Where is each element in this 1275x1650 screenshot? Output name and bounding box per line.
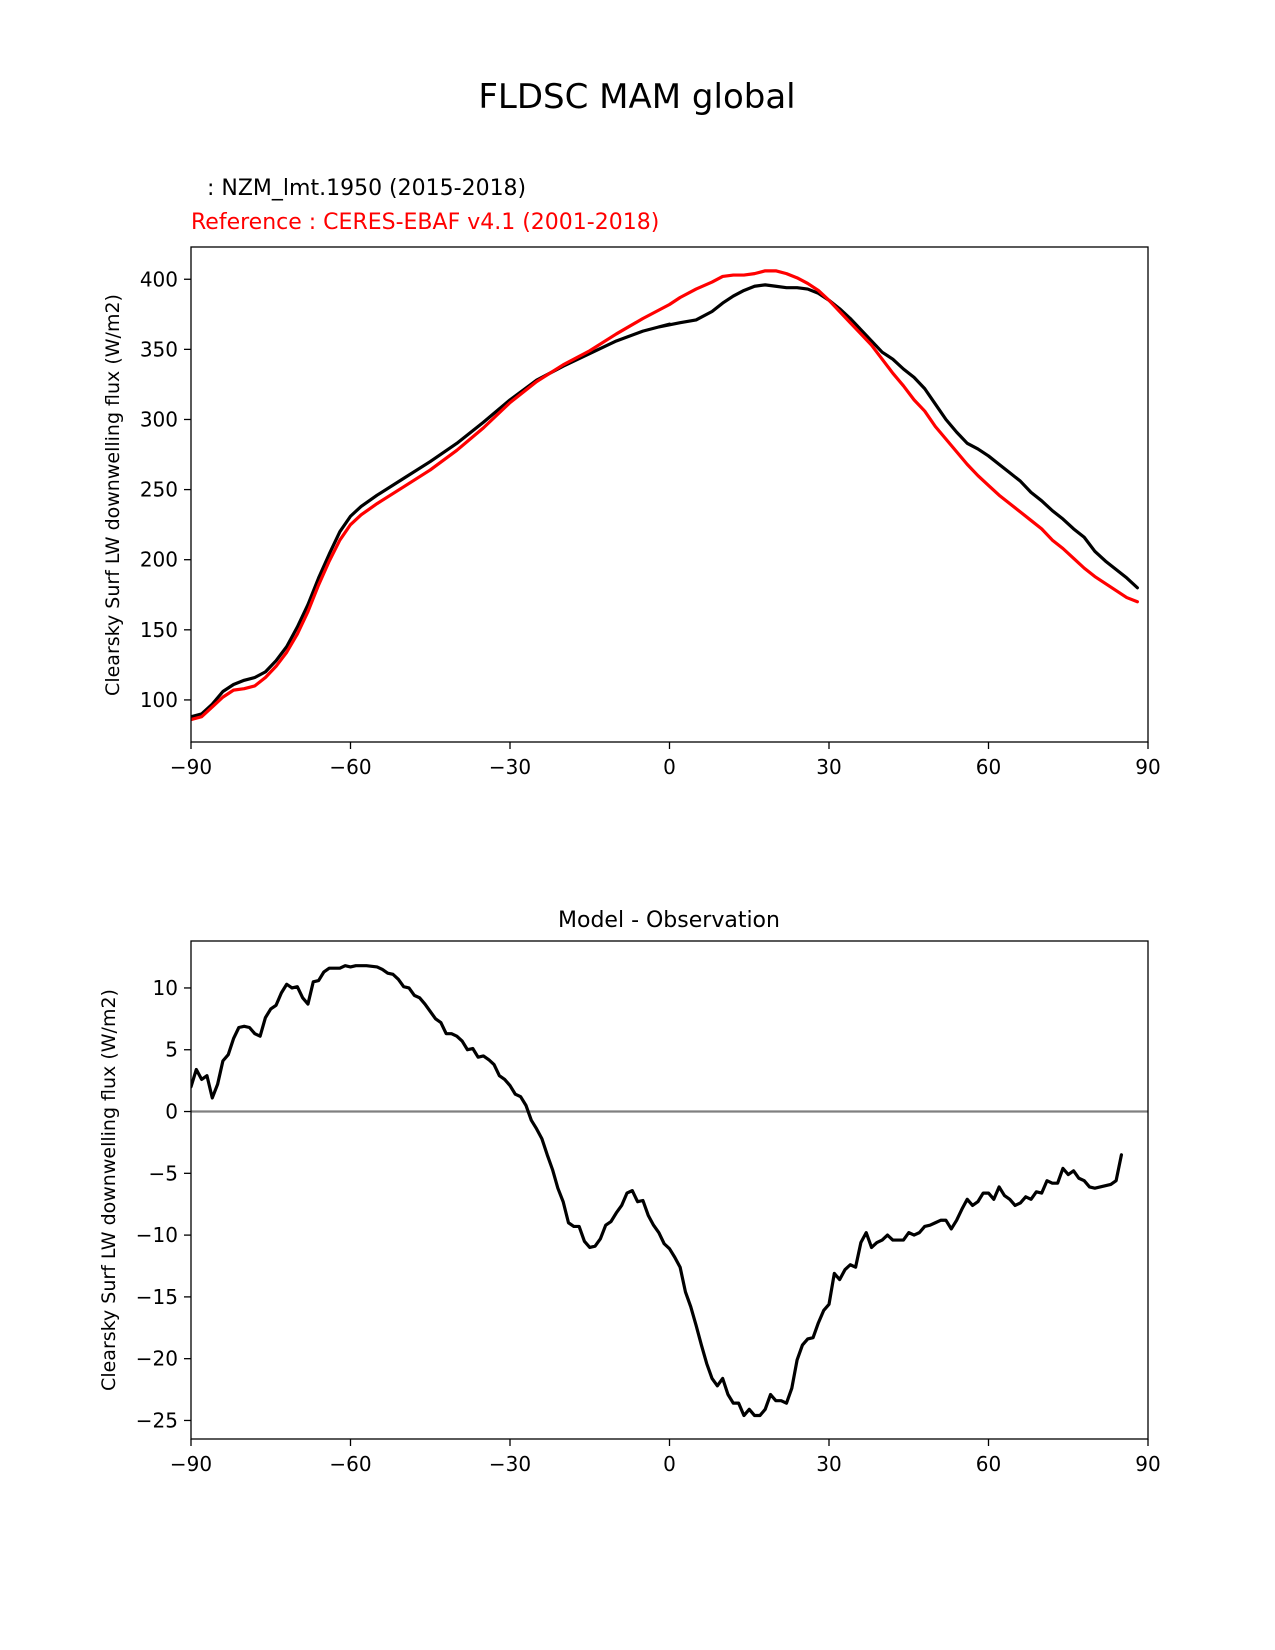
top-panel: −90 −60 −30 0 30 60 90 100 150 200 250 300 350 400 C…	[102, 246, 1161, 779]
x-tick-label: −90	[170, 755, 212, 779]
reference-subtitle: Reference : CERES-EBAF v4.1 (2001-2018)	[191, 210, 659, 235]
x-tick-label: 0	[663, 755, 676, 779]
top-panel-y-axis-label: Clearsky Surf LW downwelling flux (W/m2)	[102, 294, 124, 696]
figure-title: FLDSC MAM global	[478, 77, 795, 117]
x-tick-label: −60	[329, 1452, 371, 1476]
x-tick-label: 30	[816, 755, 841, 779]
x-tick-label: 90	[1135, 755, 1160, 779]
x-tick-label: 60	[976, 755, 1001, 779]
x-tick-label: 90	[1135, 1452, 1160, 1476]
x-tick-label: −60	[329, 755, 371, 779]
y-tick-label: −20	[136, 1347, 178, 1371]
bottom-panel-y-axis: 10 5 0 −5 −10 −15 −20 −25	[136, 976, 191, 1432]
y-tick-label: 400	[140, 267, 178, 291]
top-panel-plot-area	[191, 269, 1139, 722]
series-line-model-observation	[191, 964, 1124, 1418]
x-tick-label: 30	[816, 1452, 841, 1476]
bottom-panel: Model - Observation −90 −60 −30 0 30 60 90 10 5…	[98, 908, 1161, 1476]
x-tick-label: −30	[489, 1452, 531, 1476]
y-tick-label: −5	[149, 1161, 178, 1185]
bottom-panel-plot-area	[191, 964, 1148, 1418]
model-subtitle: : NZM_lmt.1950 (2015-2018)	[207, 176, 526, 201]
y-tick-label: 300	[140, 407, 178, 431]
x-tick-label: 0	[663, 1452, 676, 1476]
y-tick-label: 100	[140, 688, 178, 712]
y-tick-label: 200	[140, 548, 178, 572]
x-tick-label: −90	[170, 1452, 212, 1476]
y-tick-label: 10	[153, 976, 178, 1000]
bottom-panel-x-axis: −90 −60 −30 0 30 60 90	[170, 1439, 1161, 1476]
y-tick-label: 5	[165, 1038, 178, 1062]
x-tick-label: −30	[489, 755, 531, 779]
y-tick-label: 350	[140, 337, 178, 361]
bottom-panel-y-axis-label: Clearsky Surf LW downwelling flux (W/m2)	[98, 989, 120, 1391]
top-panel-y-axis: 100 150 200 250 300 350 400	[140, 267, 191, 712]
series-line-ceres-ebaf-v4-1	[191, 269, 1139, 722]
x-tick-label: 60	[976, 1452, 1001, 1476]
y-tick-label: −25	[136, 1408, 178, 1432]
bottom-panel-title: Model - Observation	[558, 908, 780, 933]
y-tick-label: 0	[165, 1100, 178, 1124]
series-line-nzm-lmt-1950	[191, 283, 1139, 719]
y-tick-label: −10	[136, 1223, 178, 1247]
y-tick-label: 150	[140, 618, 178, 642]
y-tick-label: −15	[136, 1285, 178, 1309]
top-panel-x-axis: −90 −60 −30 0 30 60 90	[170, 742, 1161, 779]
y-tick-label: 250	[140, 478, 178, 502]
